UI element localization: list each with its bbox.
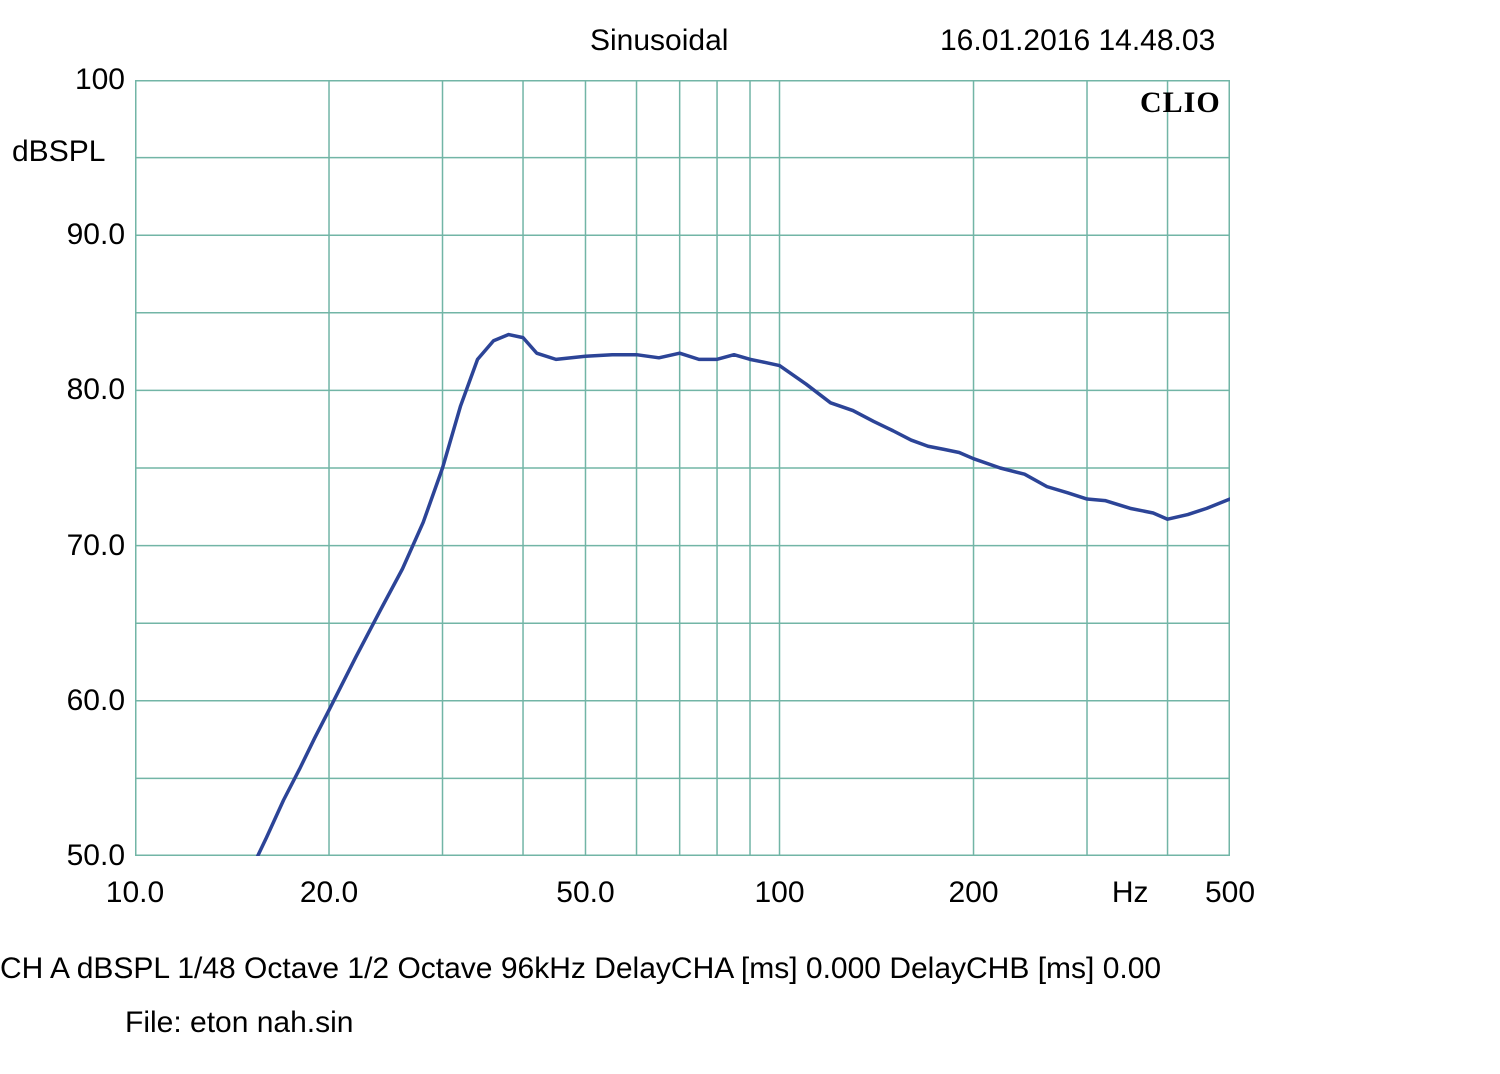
xtick-label: 500 [1205,876,1255,910]
brand-label: CLIO [1140,86,1221,120]
xtick-label: 10.0 [106,876,164,910]
footer-line-1: CH A dBSPL 1/48 Octave 1/2 Octave 96kHz … [0,952,1161,986]
ytick-label: 90.0 [25,218,125,252]
footer-line-2: File: eton nah.sin [125,1006,353,1040]
xtick-label: 20.0 [300,876,358,910]
xaxis-unit-label: Hz [1112,876,1149,910]
ytick-label: 60.0 [25,684,125,718]
frequency-response-chart [135,80,1230,856]
xtick-label: 200 [948,876,998,910]
yaxis-unit-label: dBSPL [12,135,105,169]
chart-timestamp: 16.01.2016 14.48.03 [940,24,1215,58]
xtick-label: 50.0 [556,876,614,910]
xtick-label: 100 [754,876,804,910]
ytick-label: 80.0 [25,373,125,407]
ytick-label: 70.0 [25,529,125,563]
ytick-label: 50.0 [25,839,125,873]
ytick-label: 100 [25,63,125,97]
chart-title: Sinusoidal [590,24,728,58]
